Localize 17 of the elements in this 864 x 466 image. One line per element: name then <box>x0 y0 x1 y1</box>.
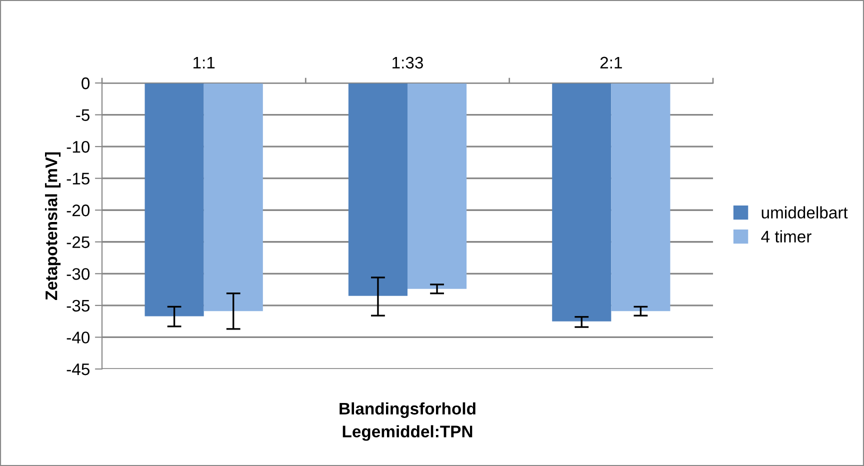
y-tick-label: -10 <box>66 140 90 153</box>
legend-label: 4 timer <box>761 230 812 242</box>
y-tick-label: -15 <box>66 172 90 185</box>
y-tick-label: -35 <box>66 300 90 312</box>
y-tick-label: -20 <box>66 204 90 216</box>
y-tick-label: -30 <box>66 268 90 280</box>
y-tick-label: -25 <box>66 236 90 248</box>
x-axis-title: Blandingsforhold Legemiddel:TPN <box>340 402 476 441</box>
x-tick-label: 1:33 <box>392 56 423 69</box>
x-tick-label: 2:1 <box>600 56 622 68</box>
y-tick-label: -40 <box>66 332 90 344</box>
y-tick-label: 0 <box>82 77 90 90</box>
legend-label: umiddelbart <box>762 206 848 219</box>
y-tick-label: -5 <box>76 109 90 121</box>
y-tick-label: -45 <box>66 364 90 376</box>
x-tick-label: 1:1 <box>194 56 215 68</box>
y-axis-title: Zetapotensial [mV] <box>45 152 61 300</box>
